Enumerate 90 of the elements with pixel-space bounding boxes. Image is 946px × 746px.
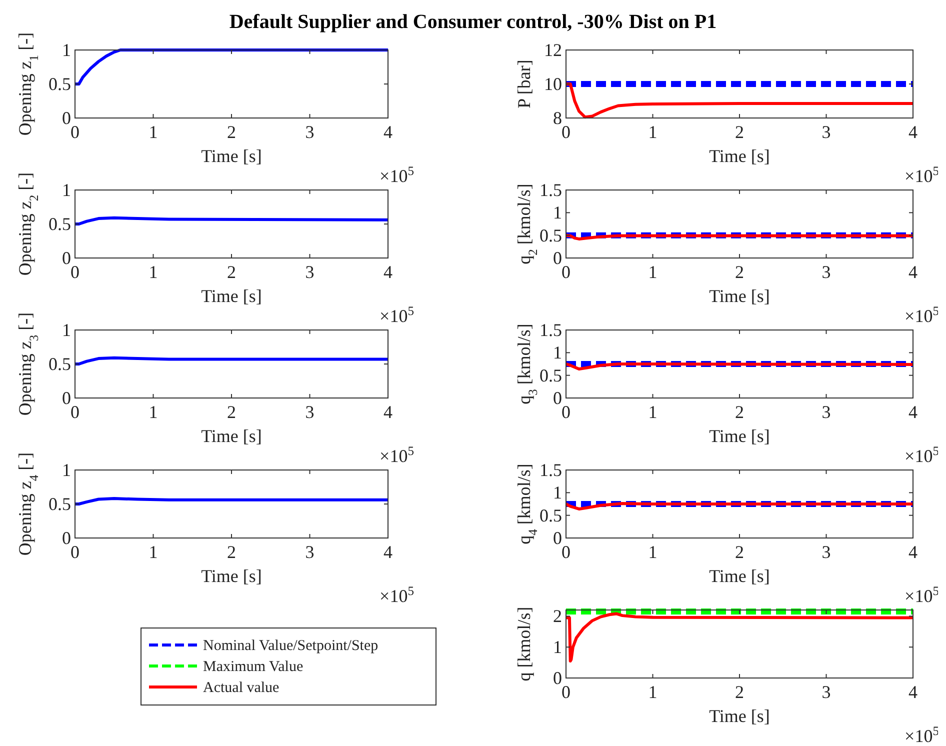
y-tick-label: 1 xyxy=(553,637,562,658)
line-series xyxy=(564,612,914,662)
x-tick-label: 2 xyxy=(735,262,744,282)
y-axis-title: P [bar] xyxy=(514,60,534,108)
x-tick-label: 3 xyxy=(305,122,314,142)
y-tick-label: 10 xyxy=(544,74,562,94)
x-tick-label: 2 xyxy=(735,402,744,422)
x-tick-label: 1 xyxy=(648,122,658,142)
text: Default Supplier and Consumer control, -30% Dist on P1 xyxy=(229,11,717,33)
y-tick-label: 0.5 xyxy=(48,494,71,514)
y-tick-label: 1 xyxy=(62,40,71,60)
text: ×10$^{5}$ xyxy=(380,584,414,606)
x-tick-label: 1 xyxy=(648,262,658,282)
x-tick-label: 1 xyxy=(148,402,158,422)
x-axis-title: Time [s] xyxy=(709,426,770,446)
x-tick-label: 2 xyxy=(227,122,236,142)
y-tick-label: 1 xyxy=(553,202,562,223)
y-tick-label: 1 xyxy=(553,482,562,503)
text: ×10$^{5}$ xyxy=(380,304,414,326)
y-tick-label: 1 xyxy=(62,180,71,200)
y-tick-label: 0 xyxy=(553,668,562,688)
line-series xyxy=(74,356,390,366)
x-tick-label: 2 xyxy=(735,542,744,562)
y-tick-label: 0.5 xyxy=(48,354,71,374)
x-tick-label: 4 xyxy=(384,402,392,422)
y-tick-label: 0.5 xyxy=(540,505,562,526)
x-tick-label: 4 xyxy=(384,542,392,562)
line-series xyxy=(564,82,914,119)
y-tick-label: 1 xyxy=(553,342,562,363)
x-tick-label: 1 xyxy=(648,402,658,422)
legend-label: Maximum Value xyxy=(203,659,304,675)
x-tick-label: 1 xyxy=(148,262,158,282)
x-axis-title: Time [s] xyxy=(201,146,262,166)
y-tick-label: 0.5 xyxy=(540,365,562,386)
x-tick-label: 3 xyxy=(822,262,831,282)
x-axis-title: Time [s] xyxy=(201,566,262,586)
y-tick-label: 0.5 xyxy=(48,74,71,94)
x-tick-label: 3 xyxy=(305,542,314,562)
x-tick-label: 3 xyxy=(822,542,831,562)
y-tick-label: 1.5 xyxy=(540,180,562,200)
x-tick-label: 1 xyxy=(648,542,658,562)
y-tick-label: 1.5 xyxy=(540,460,562,480)
y-tick-label: 0.5 xyxy=(540,225,562,246)
y-tick-label: 0.5 xyxy=(48,214,71,234)
x-tick-label: 2 xyxy=(227,542,236,562)
text: ×10$^{5}$ xyxy=(380,444,414,466)
x-axis-title: Time [s] xyxy=(201,426,262,446)
y-tick-label: 0 xyxy=(553,528,562,548)
x-tick-label: 4 xyxy=(908,682,918,702)
x-tick-label: 4 xyxy=(908,542,918,562)
x-axis-title: Time [s] xyxy=(709,146,770,166)
y-axis-title: q [kmol/s] xyxy=(514,606,534,682)
x-tick-label: 4 xyxy=(384,262,392,282)
x-axis-title: Time [s] xyxy=(201,286,262,306)
y-tick-label: 0 xyxy=(62,108,71,128)
x-tick-label: 4 xyxy=(908,262,918,282)
y-tick-label: 0 xyxy=(553,388,562,408)
x-tick-label: 2 xyxy=(735,122,744,142)
y-tick-label: 0 xyxy=(62,248,71,268)
y-tick-label: 1 xyxy=(62,460,71,480)
text: Actual value xyxy=(203,680,280,696)
x-tick-label: 3 xyxy=(822,682,831,702)
y-tick-label: 0 xyxy=(62,528,71,548)
y-tick-label: 8 xyxy=(553,108,562,128)
y-tick-label: 1 xyxy=(62,320,71,340)
x-tick-label: 3 xyxy=(822,402,831,422)
x-tick-label: 1 xyxy=(648,682,658,702)
y-tick-label: 0 xyxy=(62,388,71,408)
x-tick-label: 2 xyxy=(227,402,236,422)
x-tick-label: 1 xyxy=(148,122,158,142)
x-tick-label: 3 xyxy=(305,262,314,282)
x-tick-label: 1 xyxy=(148,542,158,562)
text: ×10$^{5}$ xyxy=(380,164,414,186)
x-tick-label: 4 xyxy=(384,122,392,142)
x-tick-label: 2 xyxy=(227,262,236,282)
line-series xyxy=(74,48,390,86)
y-tick-label: 12 xyxy=(544,40,562,60)
x-axis-title: Time [s] xyxy=(709,566,770,586)
y-tick-label: 2 xyxy=(553,606,562,626)
x-tick-label: 3 xyxy=(305,402,314,422)
x-axis-title: Time [s] xyxy=(709,286,770,306)
text: Nominal Value/Setpoint/Step xyxy=(203,638,378,654)
y-tick-label: 0 xyxy=(553,248,562,268)
x-axis-title: Time [s] xyxy=(709,706,770,726)
line-series xyxy=(74,216,390,226)
x-tick-label: 4 xyxy=(908,122,918,142)
x-tick-label: 4 xyxy=(908,402,918,422)
x-tick-label: 3 xyxy=(822,122,831,142)
y-tick-label: 1.5 xyxy=(540,320,562,340)
x-tick-label: 2 xyxy=(735,682,744,702)
